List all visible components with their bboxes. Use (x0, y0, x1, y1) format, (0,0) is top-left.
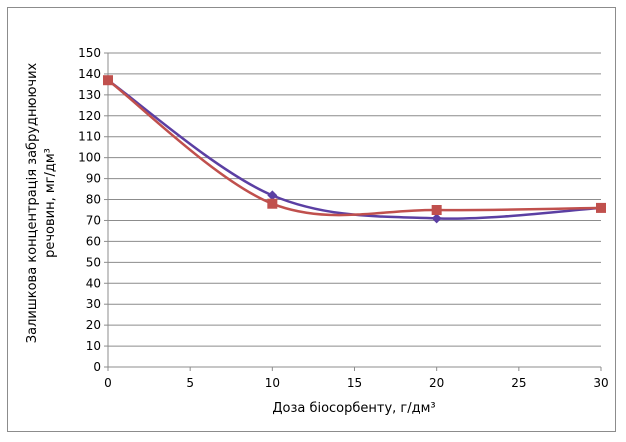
grid-lines (108, 52, 601, 347)
y-axis-title-line1: Залишкова концентрація забруднюючих (25, 62, 40, 343)
series-1-point (267, 190, 278, 201)
y-axis-title-line2: речовин, мг/дм³ (43, 148, 58, 258)
x-tick-label: 25 (511, 376, 526, 390)
x-tick-label: 20 (429, 376, 444, 390)
series-1-line (107, 79, 602, 220)
series-2-line (107, 79, 602, 217)
series (103, 75, 606, 224)
series-2-point (103, 75, 113, 86)
y-tick-label: 100 (78, 151, 101, 165)
y-tick-label: 140 (78, 67, 101, 81)
y-tick-label: 60 (86, 234, 101, 248)
x-tick-labels: 0 5 10 15 20 25 30 (104, 376, 608, 390)
x-axis-title: Доза біосорбенту, г/дм³ (272, 401, 435, 416)
y-tick-label: 130 (78, 88, 101, 102)
y-tick-label: 90 (86, 172, 101, 186)
y-tick-label: 70 (86, 213, 101, 227)
series-2-point (431, 205, 442, 215)
series-2-point (596, 202, 606, 213)
series-2-point (267, 198, 278, 209)
y-tick-labels: 0 10 20 30 40 50 60 70 80 90 100 110 120 130 140 150 (78, 46, 101, 374)
x-tick-label: 10 (265, 376, 280, 390)
y-tick-label: 50 (86, 255, 101, 269)
series-1-point (431, 213, 442, 224)
y-tick-label: 120 (78, 109, 101, 123)
y-tick-label: 0 (93, 360, 101, 374)
y-tick-label: 10 (86, 339, 101, 353)
x-tick-label: 0 (104, 376, 112, 390)
y-tick-label: 20 (86, 318, 101, 332)
y-tick-label: 30 (86, 297, 101, 311)
x-tick-label: 30 (593, 376, 608, 390)
x-tick-label: 15 (347, 376, 362, 390)
x-tick-label: 5 (186, 376, 194, 390)
y-tick-label: 110 (78, 130, 101, 144)
axes (104, 52, 602, 371)
y-tick-label: 150 (78, 46, 101, 60)
y-tick-label: 40 (86, 276, 101, 290)
y-tick-label: 80 (86, 193, 101, 207)
